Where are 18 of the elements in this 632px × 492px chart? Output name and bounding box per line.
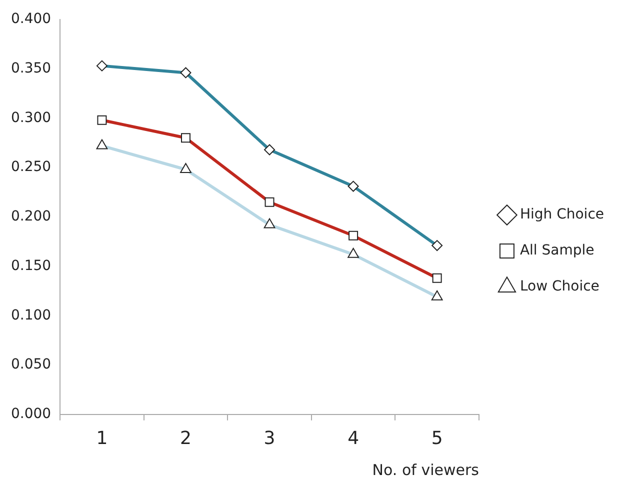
- y-tick-label: 0.300: [10, 110, 52, 126]
- y-tick-label: 0.050: [10, 356, 52, 373]
- y-tick-label: 0.250: [10, 159, 52, 176]
- x-axis-title: No. of viewers: [372, 460, 480, 479]
- legend-label: Low Choice: [520, 278, 600, 295]
- y-tick-label: 0.400: [10, 11, 52, 28]
- legend-label: All Sample: [520, 242, 594, 259]
- x-tick-label: 5: [431, 428, 443, 449]
- y-tick-label: 0.000: [10, 406, 52, 422]
- y-tick-label: 0.350: [10, 60, 52, 76]
- x-tick-label: 3: [264, 428, 276, 449]
- y-tick-label: 0.100: [10, 307, 52, 324]
- y-tick-label: 0.150: [10, 258, 52, 274]
- x-tick-label: 1: [96, 428, 108, 449]
- legend-label: High Choice: [520, 206, 604, 223]
- y-tick-label: 0.200: [10, 208, 52, 225]
- x-tick-label: 2: [180, 428, 192, 449]
- x-tick-label: 4: [348, 428, 360, 449]
